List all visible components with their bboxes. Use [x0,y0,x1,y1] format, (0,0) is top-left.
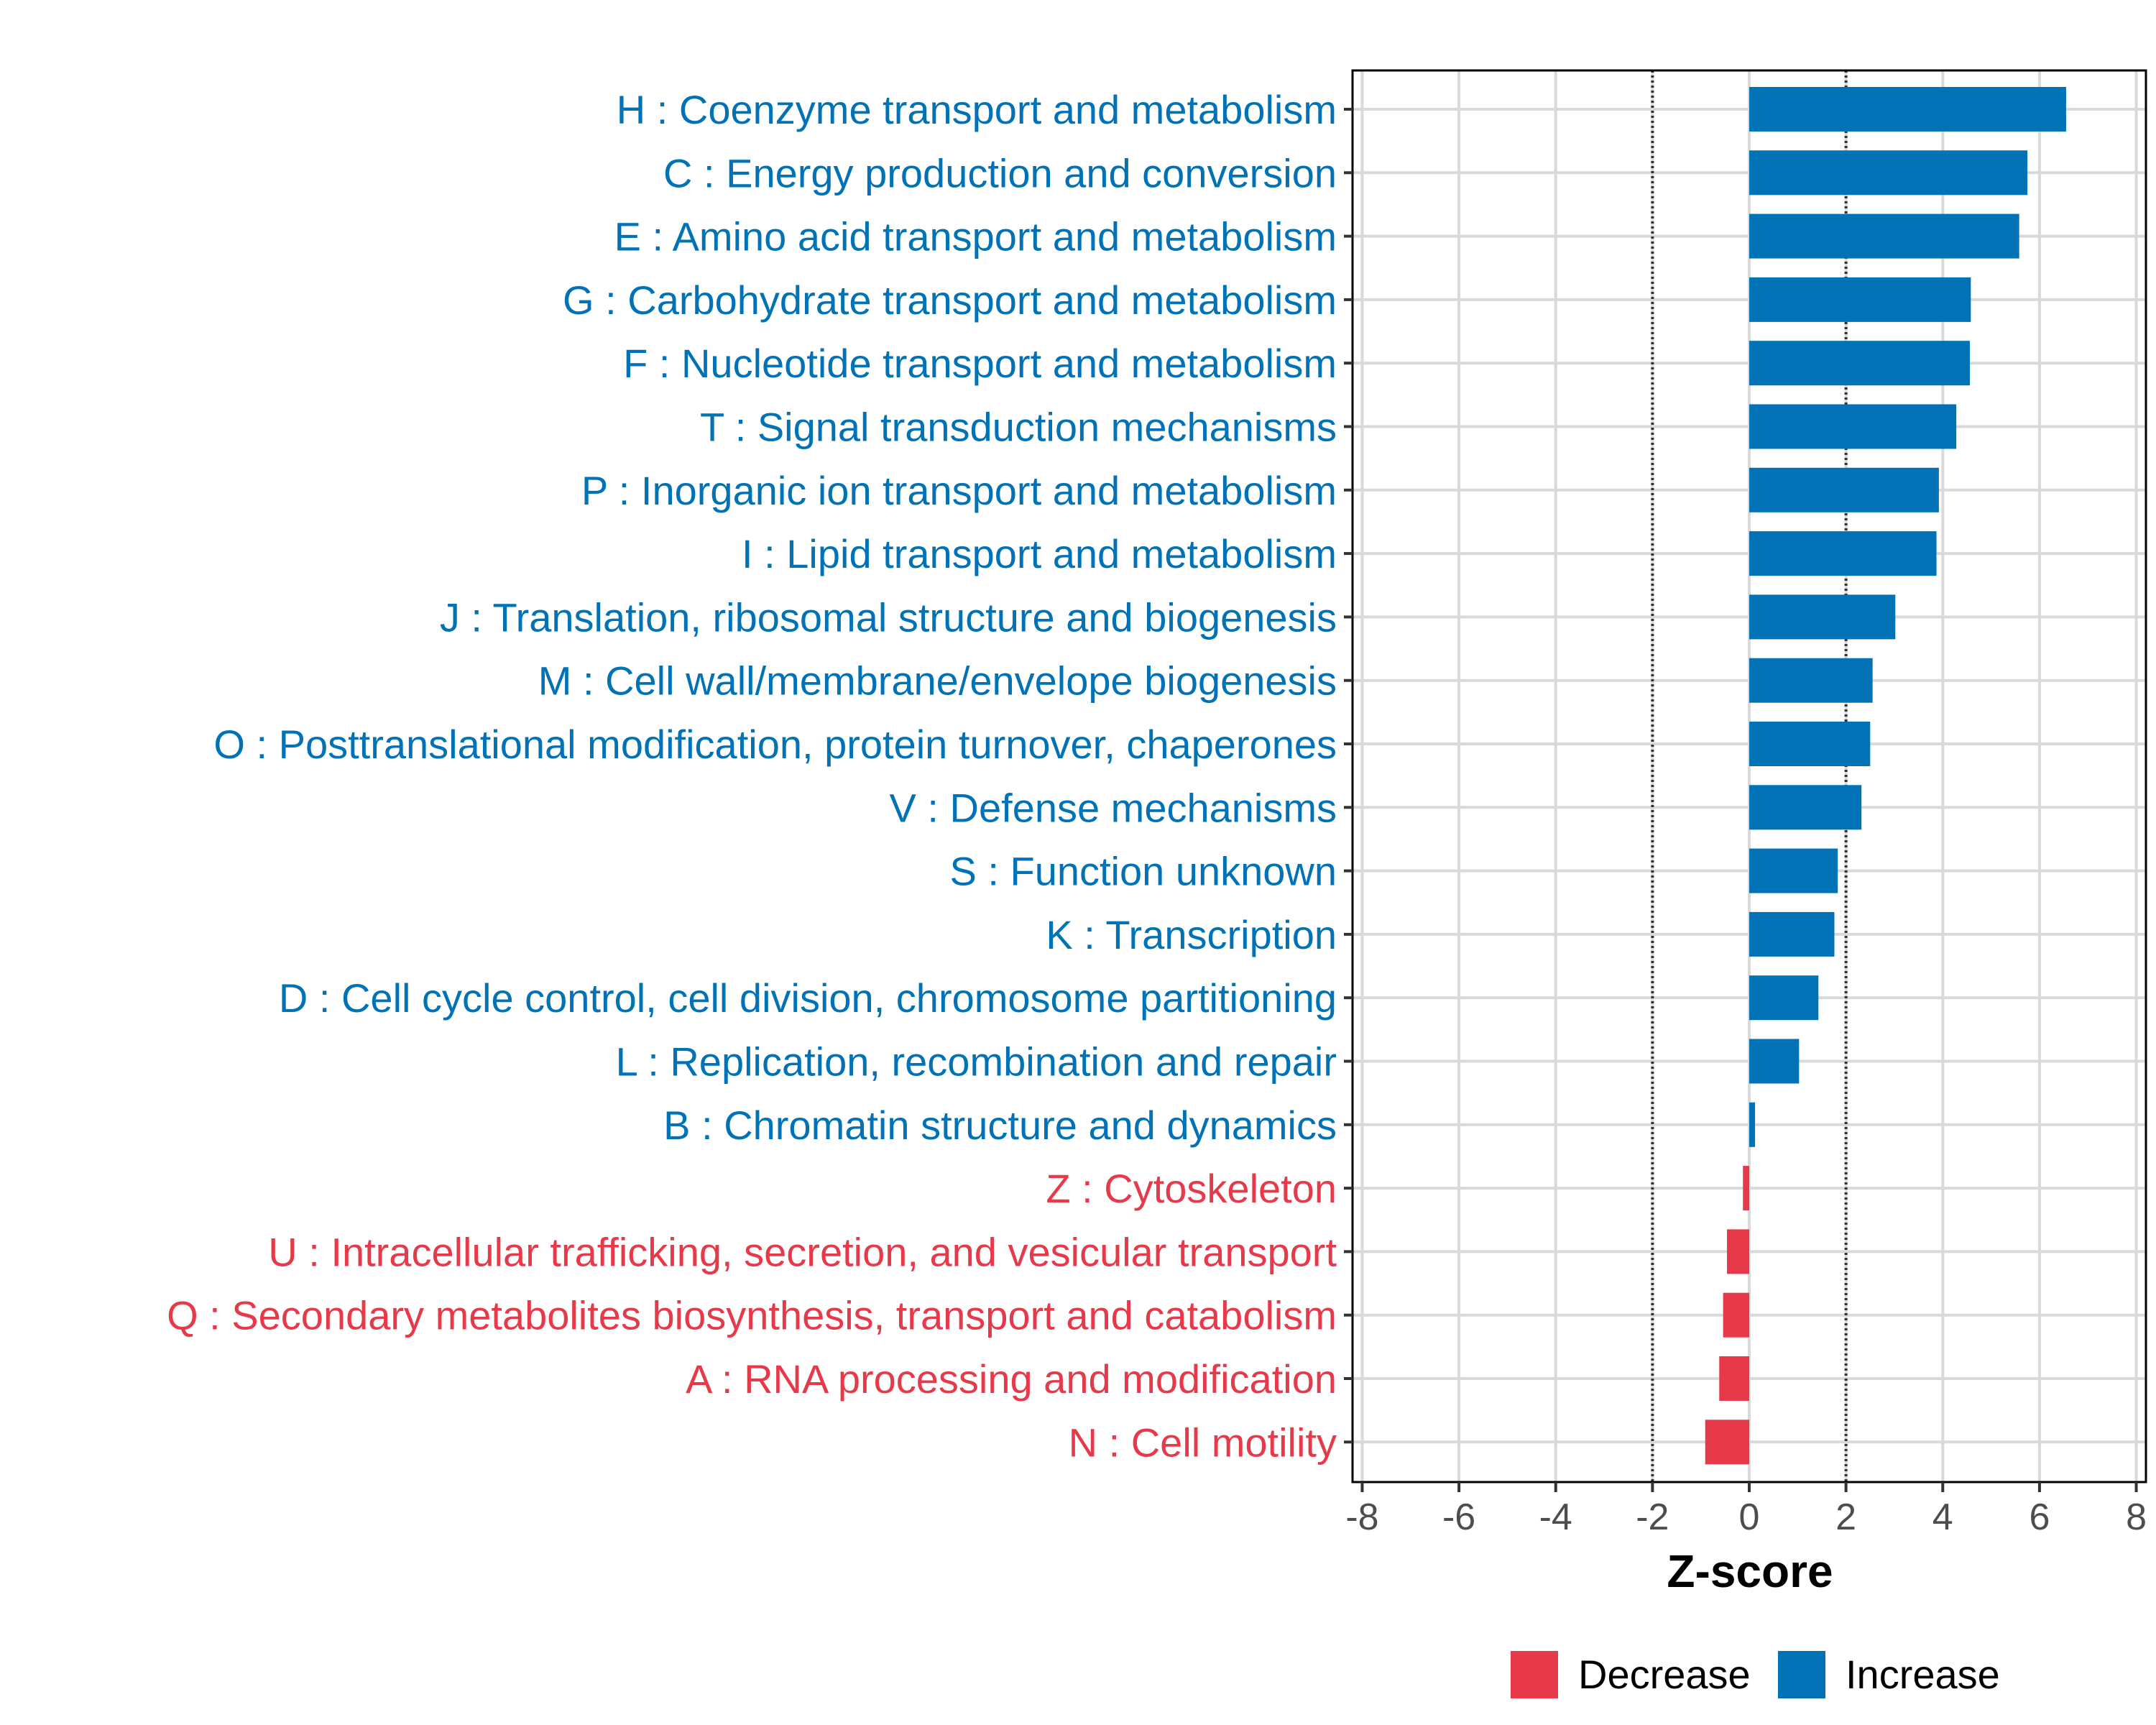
y-tick-label: G : Carbohydrate transport and metabolis… [563,277,1337,323]
y-tick-label: B : Chromatin structure and dynamics [663,1103,1337,1148]
y-tick-label: N : Cell motility [1069,1420,1337,1465]
bar-n [1705,1420,1749,1465]
y-tick-label: T : Signal transduction mechanisms [700,405,1337,450]
y-tick-label: A : RNA processing and modification [686,1356,1337,1402]
y-tick-label: I : Lipid transport and metabolism [742,531,1337,576]
x-tick-label: -6 [1442,1496,1475,1538]
y-tick-label: V : Defense mechanisms [890,785,1337,830]
y-tick-label: L : Replication, recombination and repai… [616,1039,1337,1085]
bar-u [1727,1229,1749,1274]
y-tick-label: U : Intracellular trafficking, secretion… [268,1229,1337,1274]
bar-h [1749,87,2066,132]
legend-key-decrease [1511,1651,1558,1698]
y-tick-label: S : Function unknown [949,849,1337,894]
y-tick-label: E : Amino acid transport and metabolism [614,214,1337,259]
bar-v [1749,785,1862,830]
x-tick-label: 4 [1932,1496,1953,1538]
bar-c [1749,150,2028,196]
bar-p [1749,467,1939,512]
y-tick-label: P : Inorganic ion transport and metaboli… [581,468,1337,513]
bar-t [1749,404,1957,449]
x-tick-label: -4 [1539,1496,1572,1538]
x-tick-label: 6 [2029,1496,2050,1538]
y-tick-label: Q : Secondary metabolites biosynthesis, … [167,1293,1337,1338]
bar-s [1749,848,1838,893]
bar-l [1749,1039,1800,1084]
y-axis: H : Coenzyme transport and metabolism C :… [167,87,1353,1465]
bar-z [1743,1166,1749,1211]
x-axis: -8 -6 -4 -2 0 2 4 6 8 [1345,1482,2147,1538]
y-tick-label: D : Cell cycle control, cell division, c… [279,975,1337,1021]
x-tick-label: 0 [1739,1496,1760,1538]
y-tick-label: M : Cell wall/membrane/envelope biogenes… [538,658,1337,704]
bar-m [1749,658,1873,703]
bar-j [1749,594,1896,640]
y-tick-label: O : Posttranslational modification, prot… [213,722,1337,767]
x-tick-label: 8 [2126,1496,2147,1538]
legend-label-increase: Increase [1846,1652,2000,1697]
legend-key-increase [1778,1651,1825,1698]
y-tick-label: C : Energy production and conversion [663,150,1337,196]
bar-d [1749,975,1819,1021]
y-tick-label: Z : Cytoskeleton [1046,1166,1337,1211]
x-tick-label: -8 [1345,1496,1378,1538]
reference-lines [1651,70,1848,1482]
x-tick-label: -2 [1636,1496,1669,1538]
y-tick-label: F : Nucleotide transport and metabolism [623,341,1337,386]
y-tick-label: H : Coenzyme transport and metabolism [617,87,1337,132]
x-tick-label: 2 [1835,1496,1856,1538]
bar-i [1749,531,1937,576]
x-axis-title: Z-score [1667,1545,1833,1597]
bar-k [1749,911,1835,957]
bar-q [1723,1292,1749,1338]
bar-g [1749,277,1971,322]
bars [1705,87,2066,1465]
bar-o [1749,722,1871,766]
legend-label-decrease: Decrease [1578,1652,1751,1697]
legend: Decrease Increase [1511,1651,2000,1698]
bar-e [1749,213,2019,259]
bar-a [1719,1356,1749,1401]
bar-f [1749,341,1970,386]
bar-b [1749,1102,1756,1147]
y-tick-label: J : Translation, ribosomal structure and… [440,594,1337,640]
y-tick-label: K : Transcription [1046,912,1337,957]
